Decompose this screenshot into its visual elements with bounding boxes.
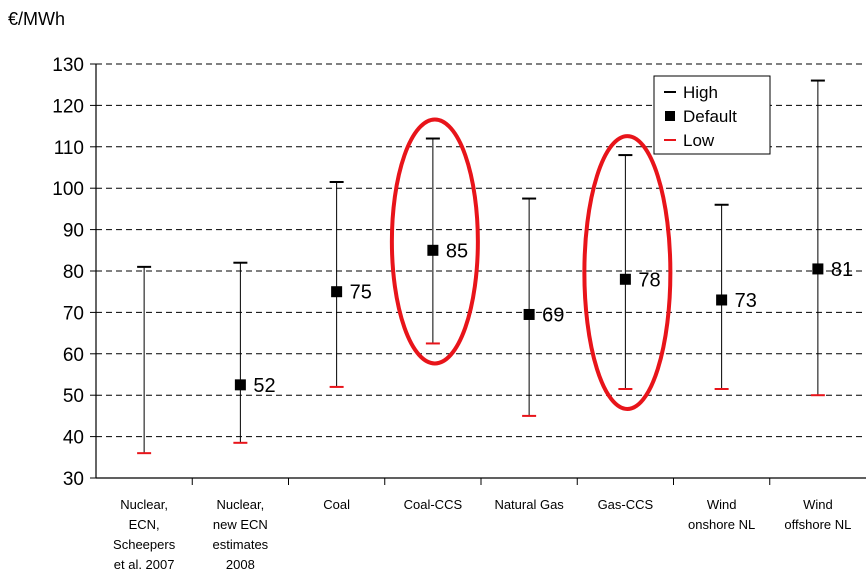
x-category-label: Coal [323, 497, 350, 512]
x-category-label-line: Natural Gas [494, 497, 564, 512]
default-value-label: 75 [350, 282, 372, 304]
default-marker [234, 379, 246, 391]
y-tick-label: 100 [52, 179, 84, 200]
x-category-label: Gas-CCS [598, 497, 654, 512]
default-marker [619, 273, 631, 285]
y-tick-label: 120 [52, 96, 84, 117]
default-marker [812, 263, 824, 275]
x-axis-categories: Nuclear, ECN, Scheepers et al. 2007Nuclear,… [113, 497, 851, 572]
default-value-label: 85 [446, 240, 468, 262]
highlight-ellipses [389, 117, 673, 411]
x-category-label: Nuclear, new ECN estimates 2008 [213, 497, 269, 572]
default-value-label: 73 [735, 290, 757, 312]
y-tick-label: 60 [63, 345, 84, 366]
x-category-label: Natural Gas [494, 497, 564, 512]
y-tick-label: 80 [63, 262, 84, 283]
x-category-label-line: new ECN [213, 517, 268, 532]
x-category-label-line: Wind [707, 497, 737, 512]
default-value-label: 81 [831, 259, 853, 281]
default-marker [427, 244, 439, 256]
x-category-label-line: offshore NL [784, 517, 851, 532]
y-tick-label: 40 [63, 428, 84, 449]
default-marker [716, 294, 728, 306]
x-category-label-line: Gas-CCS [598, 497, 654, 512]
default-value-label: 52 [253, 375, 275, 397]
y-tick-label: 70 [63, 303, 84, 324]
y-tick-label: 30 [63, 469, 84, 490]
x-category-label-line: Nuclear, [217, 497, 265, 512]
y-tick-label: 90 [63, 221, 84, 242]
x-category-label-line: 2008 [226, 557, 255, 572]
legend-label: Low [683, 131, 715, 150]
y-axis-unit-label: €/MWh [8, 9, 65, 29]
y-tick-label: 50 [63, 386, 84, 407]
x-category-label-line: Coal [323, 497, 350, 512]
x-category-label-line: ECN, [129, 517, 160, 532]
default-marker [523, 308, 535, 320]
x-category-label: Wind onshore NL [688, 497, 755, 532]
highlight-ellipse [582, 134, 673, 411]
x-category-label-line: et al. 2007 [114, 557, 175, 572]
legend-marker-default [665, 111, 675, 121]
x-category-label: Coal-CCS [404, 497, 463, 512]
x-category-label-line: Scheepers [113, 537, 176, 552]
x-category-label-line: Coal-CCS [404, 497, 463, 512]
default-value-label: 69 [542, 304, 564, 326]
default-value-label: 78 [638, 269, 660, 291]
y-axis-ticks: 30 40 50 60 70 80 90 100 110 120 130 [52, 55, 96, 490]
x-category-label: Nuclear, ECN, Scheepers et al. 2007 [113, 497, 176, 572]
y-tick-label: 110 [54, 138, 84, 159]
legend-label: High [683, 83, 718, 102]
x-category-label-line: estimates [213, 537, 269, 552]
legend: High Default Low [653, 75, 771, 155]
legend-label: Default [683, 107, 737, 126]
x-category-label: Wind offshore NL [784, 497, 851, 532]
x-category-label-line: Wind [803, 497, 833, 512]
y-tick-label: 130 [52, 55, 84, 76]
x-category-label-line: Nuclear, [120, 497, 168, 512]
error-bars: 52 75 85 69 78 73 81 [137, 79, 853, 455]
highlight-ellipse [389, 117, 480, 366]
default-marker [331, 286, 343, 298]
x-category-label-line: onshore NL [688, 517, 755, 532]
